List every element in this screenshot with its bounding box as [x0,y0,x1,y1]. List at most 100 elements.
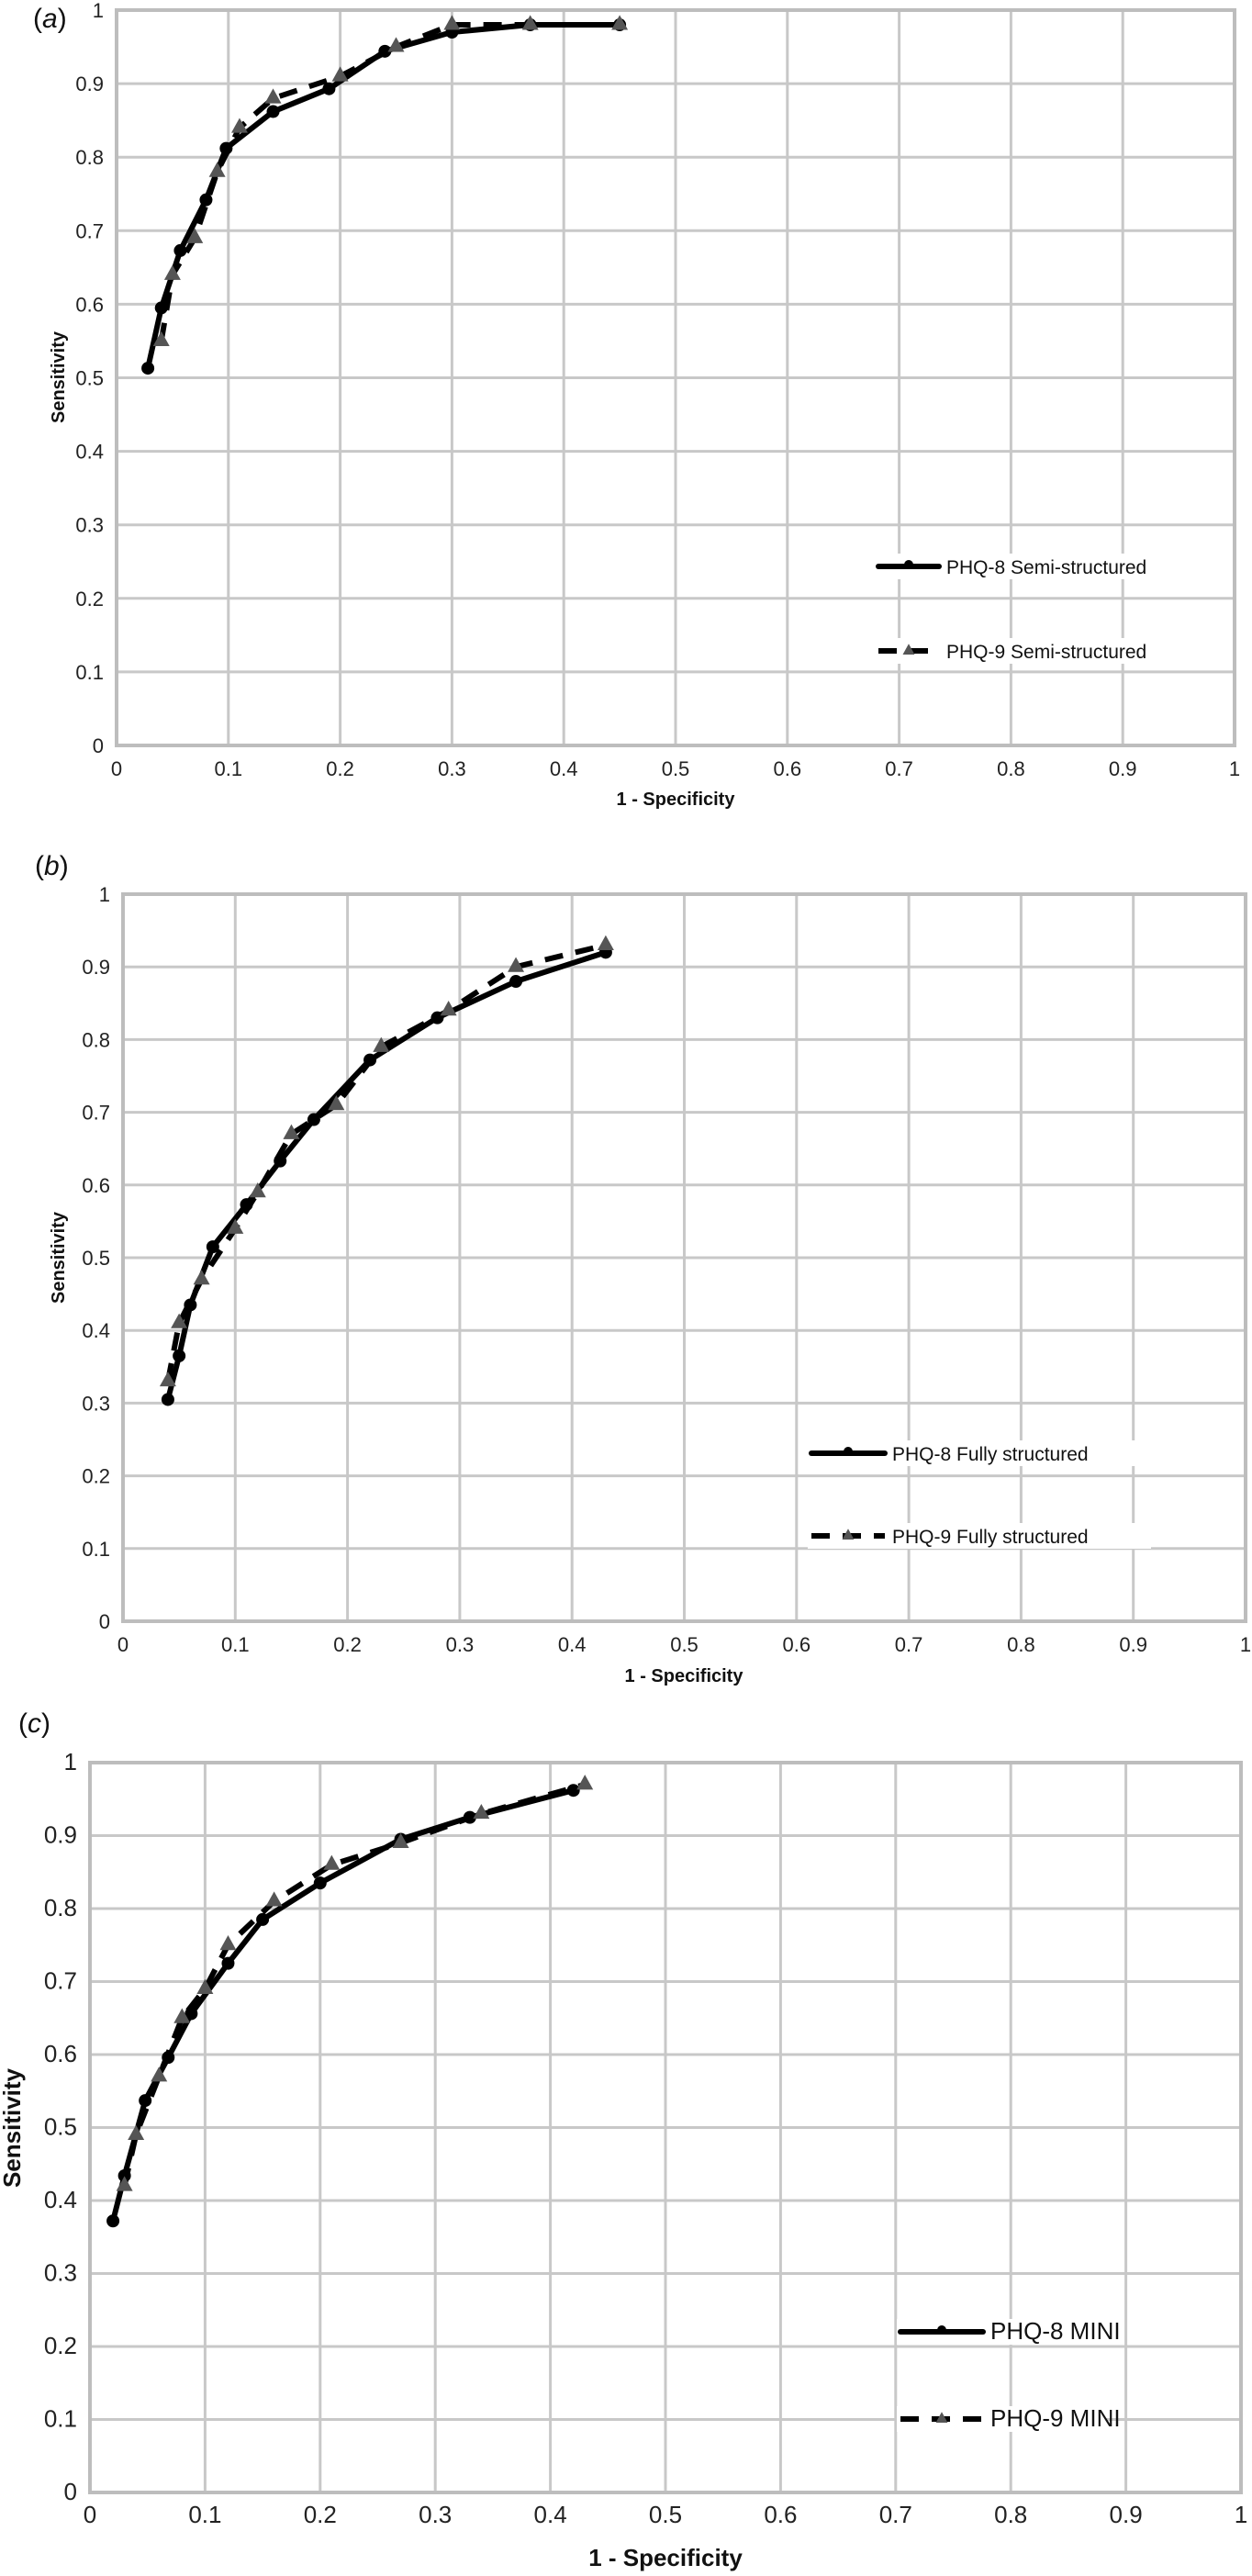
legend-label: PHQ-9 Semi-structured [946,642,1146,663]
y-tick-label: 0.2 [75,588,104,610]
circle-marker-icon [307,1113,320,1126]
y-axis-title-a: Sensitivity [49,330,69,423]
circle-marker-icon [566,1784,580,1798]
circle-marker-icon [139,2094,152,2108]
x-tick-label: 0.9 [1110,2501,1143,2528]
circle-marker-icon [844,1447,853,1456]
legend-label: PHQ-9 MINI [990,2404,1121,2432]
circle-marker-icon [173,243,187,257]
legend: PHQ-8 MINI PHQ-9 MINI [897,2317,1121,2432]
y-tick-label: 0.1 [44,2405,77,2433]
series-phq9 [159,935,614,1387]
triangle-marker-icon [902,644,915,655]
y-tick-label: 0.5 [75,367,104,390]
legend-item: PHQ-8 MINI [897,2317,1121,2345]
triangle-marker-icon [611,15,629,30]
triangle-marker-icon [392,1832,409,1848]
circle-marker-icon [154,301,168,315]
circle-marker-icon [256,1912,270,1926]
x-tick-label: 0 [117,1633,129,1656]
y-tick-label: 0.5 [44,2113,77,2141]
triangle-marker-icon [328,1094,345,1111]
y-tick-label: 0.9 [75,73,104,95]
x-tick-label: 0.9 [1119,1633,1147,1656]
legend: PHQ-8 Semi-structured PHQ-9 Semi-structur… [875,554,1193,664]
y-tick-label: 0.4 [75,441,104,464]
triangle-marker-icon [935,2412,948,2423]
circle-marker-icon [199,193,213,207]
legend-label: PHQ-9 Fully structured [892,1527,1089,1548]
triangle-marker-icon [151,2066,168,2082]
triangle-marker-icon [249,1182,266,1198]
triangle-marker-icon [842,1529,855,1540]
circle-marker-icon [509,975,523,989]
legend-label: PHQ-8 Semi-structured [946,557,1146,578]
y-tick-label: 0.1 [82,1538,110,1561]
y-tick-label: 0.6 [82,1174,110,1197]
triangle-marker-icon [219,1935,237,1951]
x-tick-label: 0.1 [188,2501,221,2528]
series-line [164,949,609,1403]
triangle-marker-icon [173,2008,191,2023]
y-tick-label: 0.5 [82,1247,110,1270]
circle-marker-icon [937,2325,946,2335]
plot-area-a: 0 0.1 0.2 0.3 0.4 0.5 0.6 0.7 0.8 0.9 1 0 0.1 0.2 0.3 0… [75,0,1240,780]
gridlines [88,1761,1243,2494]
triangle-marker-icon [116,2176,133,2191]
circle-marker-icon [266,105,280,118]
legend-item: PHQ-9 Semi-structured [875,638,1193,664]
triangle-marker-icon [230,118,248,133]
x-tick-label: 0.2 [304,2501,337,2528]
circle-marker-icon [904,560,913,569]
x-axis-title-c: 1 - Specificity [588,2544,743,2571]
y-tick-label: 0.2 [82,1465,110,1488]
y-tick-label: 0.8 [44,1894,77,1921]
circle-marker-icon [322,82,336,95]
panel-label-a: (a) [33,4,67,34]
triangle-marker-icon [508,957,525,972]
x-axis-title-b: 1 - Specificity [625,1666,744,1686]
x-tick-label: 0.7 [879,2501,912,2528]
triangle-marker-icon [193,1270,210,1285]
x-tick-label: 0.6 [764,2501,797,2528]
panel-b: (b) 0 0.1 0.2 0.3 0.4 0.5 0.6 0.7 0.8 0.9 1 0 0.1 0.2… [35,851,1251,1686]
triangle-marker-icon [283,1124,300,1139]
circle-marker-icon [313,1876,327,1890]
triangle-marker-icon [440,1001,457,1016]
series-line [121,1781,587,2187]
x-tick-label: 0.4 [550,757,578,780]
triangle-marker-icon [264,88,282,104]
y-tick-label: 0.9 [44,1821,77,1849]
legend-item: PHQ-9 MINI [897,2404,1121,2432]
x-tick-label: 0 [111,757,122,780]
y-tick-label: 0.6 [44,2040,77,2067]
gridlines [115,8,1236,747]
x-tick-label: 0.8 [1007,1633,1035,1656]
x-tick-label: 0.4 [558,1633,587,1656]
y-tick-label: 0.9 [82,956,110,979]
triangle-marker-icon [443,15,461,30]
circle-marker-icon [161,1393,174,1406]
triangle-marker-icon [387,37,405,52]
gridlines [121,892,1247,1623]
x-tick-label: 0.1 [215,757,243,780]
panel-a: (a) 0 0.1 0.2 0.3 0.4 0.5 0.6 0.7 0.8 0.9 1 0 0.1 0.2… [33,0,1240,810]
y-tick-label: 0.2 [44,2332,77,2359]
legend-item: PHQ-8 Fully structured [808,1440,1151,1466]
plot-frame [121,892,1247,1623]
plot-frame [88,1761,1243,2494]
y-tick-label: 0.7 [75,219,104,242]
legend-bg [808,1523,1151,1549]
y-axis-title-c: Sensitivity [0,2067,26,2188]
triangle-marker-icon [576,1775,594,1790]
series-phq8 [141,18,627,375]
x-tick-label: 1 [1235,2501,1247,2528]
y-tick-label: 0.7 [82,1102,110,1125]
series-line [158,22,620,342]
x-tick-label: 0.2 [333,1633,362,1656]
x-tick-label: 0 [84,2501,96,2528]
triangle-marker-icon [323,1854,341,1870]
circle-marker-icon [221,1956,235,1970]
plot-area-b: 0 0.1 0.2 0.3 0.4 0.5 0.6 0.7 0.8 0.9 1 0 0.1 0.2 0.3 0… [82,883,1251,1656]
